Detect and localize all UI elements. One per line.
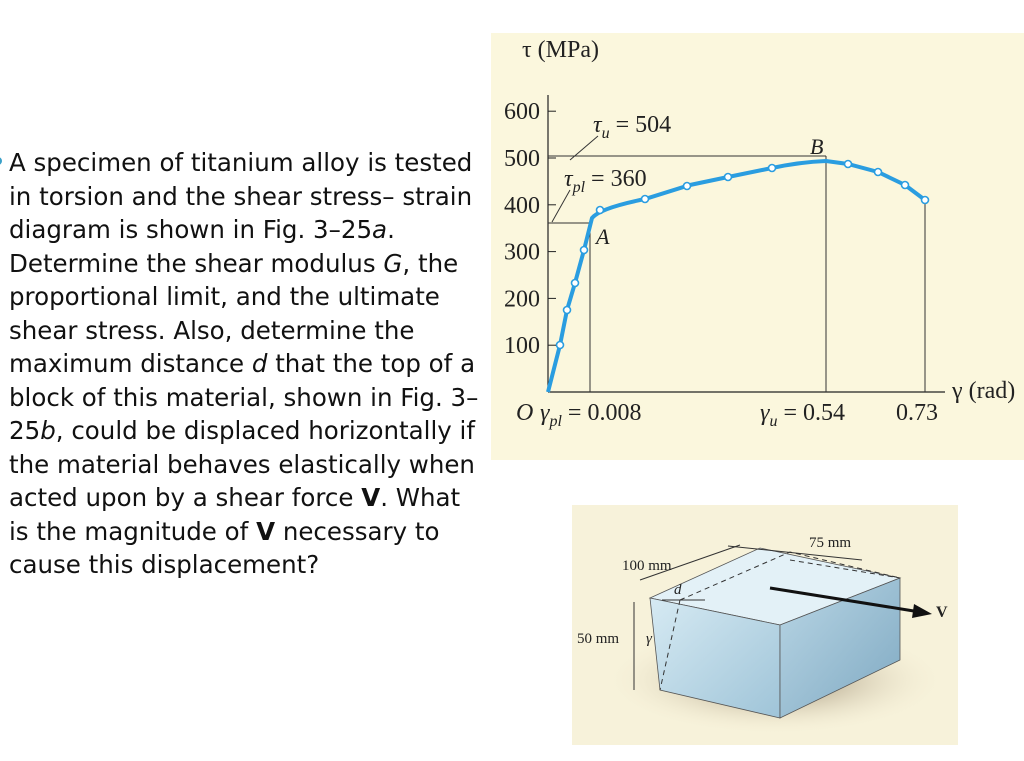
- y-axis-label: τ (MPa): [522, 37, 599, 63]
- point: [873, 167, 883, 177]
- point: [595, 205, 605, 215]
- subscript: u: [769, 413, 777, 430]
- point-a-label: A: [594, 224, 610, 249]
- subscript: u: [602, 125, 610, 142]
- tau-pl-label: τpl = 360: [564, 166, 647, 196]
- tau-u-label: τu = 504: [593, 112, 671, 142]
- text: V: [361, 483, 381, 512]
- dimension-line: [639, 544, 741, 581]
- text: , could be displaced horizontally if the…: [9, 416, 475, 512]
- equation: = 0.008: [568, 400, 642, 426]
- equation: = 504: [616, 112, 672, 138]
- point: [562, 305, 572, 315]
- point: [920, 195, 930, 205]
- point: [900, 180, 910, 190]
- gamma-label: γ: [646, 631, 653, 647]
- displaced-outline: [659, 599, 681, 691]
- text: V: [256, 516, 276, 546]
- equation: = 0.54: [783, 400, 845, 426]
- point-b-label: B: [810, 134, 823, 159]
- y-tick-label: 400: [504, 193, 540, 219]
- point: [767, 163, 777, 173]
- y-tick-label: 500: [504, 146, 540, 172]
- figure-a-background: [491, 33, 1024, 460]
- point: [579, 245, 589, 255]
- dimension-line: [727, 545, 863, 561]
- bullet: [0, 157, 2, 165]
- point: [570, 278, 580, 288]
- symbol: γ: [760, 400, 770, 426]
- subscript: pl: [548, 413, 562, 430]
- leader: [569, 135, 599, 161]
- text: b: [40, 416, 56, 445]
- width-label: 75 mm: [809, 535, 851, 551]
- d-label: d: [674, 582, 682, 598]
- symbol: τ: [593, 112, 603, 138]
- displaced-outline: [789, 559, 901, 579]
- text: A specimen of titanium alloy is tested i…: [9, 148, 473, 244]
- text: a: [372, 215, 388, 244]
- y-tick-label: 200: [504, 286, 540, 312]
- x-axis-label: γ (rad): [951, 378, 1015, 404]
- text: that the top of a block of this material…: [9, 349, 479, 445]
- point: [640, 194, 650, 204]
- y-tick-label: 300: [504, 240, 540, 266]
- length-label: 100 mm: [622, 558, 672, 574]
- force-arrow: [769, 586, 921, 614]
- text: . What is the magnitude of: [9, 483, 461, 546]
- text: G: [383, 248, 403, 278]
- block-side: [779, 577, 901, 719]
- point: [843, 159, 853, 169]
- origin-label: O: [516, 400, 533, 426]
- equation: = 360: [591, 166, 647, 192]
- point: [682, 181, 692, 191]
- gamma-pl-label: γpl = 0.008: [540, 400, 641, 430]
- figure-b: 75 mm 100 mm d 50 mm γ V: [577, 535, 948, 735]
- text: necessary to cause this displacement?: [9, 516, 440, 580]
- text: , the proportional limit, and the ultima…: [9, 248, 459, 379]
- arrow-head: [912, 604, 932, 618]
- curve-points: [555, 159, 930, 350]
- point: [555, 340, 565, 350]
- point: [723, 172, 733, 182]
- symbol: γ: [540, 400, 550, 426]
- leader: [551, 189, 571, 223]
- y-tick-label: 600: [504, 99, 540, 125]
- figure-a: τ (MPa) τu = 504 τpl = 360 A B O γpl = 0.00…: [504, 37, 1015, 430]
- subscript: pl: [572, 179, 586, 196]
- symbol: τ: [564, 166, 574, 192]
- gamma-u-label: γu = 0.54: [760, 400, 845, 430]
- problem-text: A specimen of titanium alloy is tested i…: [9, 146, 479, 582]
- text: . Determine the shear modulus: [9, 215, 395, 278]
- text: d: [251, 349, 268, 378]
- force-label: V: [936, 604, 948, 621]
- height-label: 50 mm: [577, 631, 619, 647]
- gamma-max-label: 0.73: [896, 400, 938, 426]
- y-tick-label: 100: [504, 333, 540, 359]
